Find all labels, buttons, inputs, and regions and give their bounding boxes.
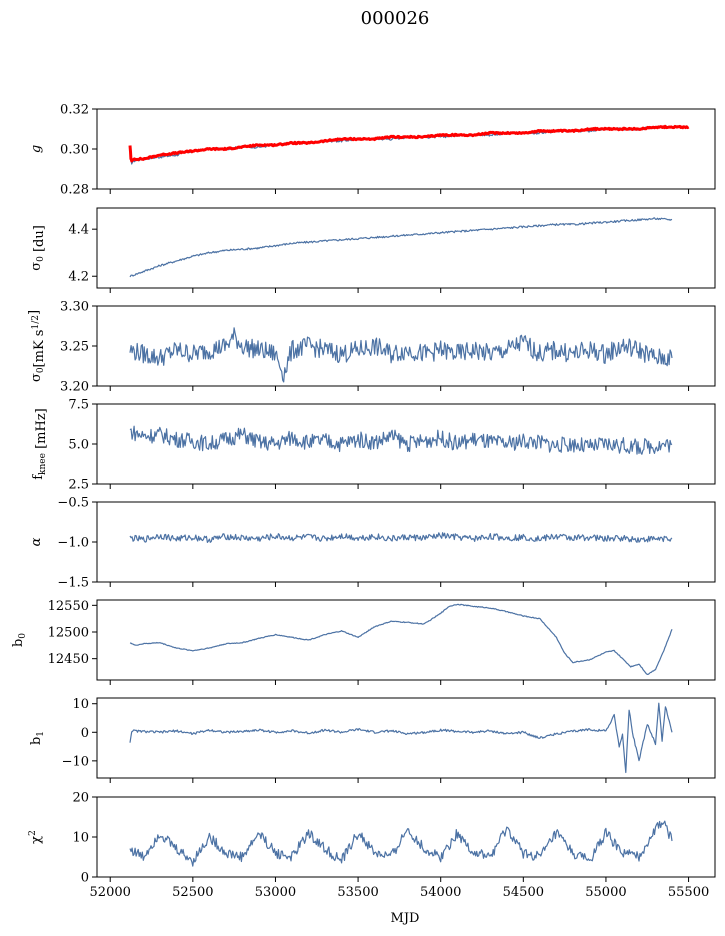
panel-5: −0.5 −1.0 −1.5 αα <box>29 496 716 591</box>
plot-frame <box>96 108 716 190</box>
y-axis-label: gg <box>29 145 44 153</box>
y-tick-label: 4.4 <box>68 223 89 238</box>
x-tick-label: 52500 <box>172 885 213 900</box>
y-tick-label: −10 <box>62 754 89 769</box>
plot-frame <box>96 501 716 583</box>
y-tick-label: −1.5 <box>57 576 89 591</box>
y-axis-label: fknee [mHz]fknee [mHz] <box>31 408 49 480</box>
y-tick-label: 20 <box>72 791 89 806</box>
x-tick-label: 52000 <box>90 885 131 900</box>
series-line-4-1 <box>129 425 673 455</box>
y-tick-label: 0.30 <box>60 143 89 158</box>
y-axis-label: σ0 [du]σ0 [du] <box>29 225 47 271</box>
y-axis-label: b1b1 <box>29 731 46 745</box>
y-tick-label: −1.0 <box>57 536 89 551</box>
y-tick-label: 10 <box>72 831 89 846</box>
x-axis-label: MJD <box>391 911 420 926</box>
panel-7: 10 0 −10 b1b1 <box>29 697 716 783</box>
y-tick-label: 5.0 <box>68 438 89 453</box>
y-tick-label: 12550 <box>48 599 89 614</box>
x-tick-label: 55500 <box>668 885 709 900</box>
plot-frame <box>96 599 716 681</box>
x-tick-label: 54500 <box>503 885 544 900</box>
panel-1: 0.32 0.30 0.28 gg <box>29 103 716 198</box>
series-line-7-1 <box>129 702 673 774</box>
y-tick-label: 3.25 <box>60 340 89 355</box>
plot-frame <box>96 697 716 779</box>
y-tick-label: 12500 <box>48 626 89 641</box>
series-line-1-1 <box>129 125 673 165</box>
y-axis-label: αα <box>29 537 44 546</box>
figure-title: 000026 <box>361 8 430 29</box>
y-tick-label: 0.32 <box>60 103 89 118</box>
y-tick-label: 3.20 <box>60 380 89 395</box>
y-axis-label: b0b0 <box>11 633 28 647</box>
y-tick-label: 4.2 <box>68 270 89 285</box>
y-tick-label: 3.30 <box>60 300 89 315</box>
series-line-6-1 <box>129 603 673 675</box>
x-tick-label: 53500 <box>337 885 378 900</box>
plot-frame <box>96 207 716 289</box>
plot-frame <box>96 796 716 878</box>
series-line-8-1 <box>129 820 673 867</box>
y-tick-label: 12450 <box>48 652 89 667</box>
series-line-5-1 <box>129 532 673 543</box>
panel-4: 7.5 5.0 2.5 fknee [mHz]fknee [mHz] <box>31 398 716 493</box>
y-tick-label: 0 <box>81 871 89 886</box>
y-tick-label: 7.5 <box>68 398 89 413</box>
y-tick-label: 2.5 <box>68 478 89 493</box>
y-tick-label: 0.28 <box>60 183 89 198</box>
y-axis-label: σ0[mK s1/2]σ0[mK s1/2] <box>27 310 47 382</box>
y-tick-label: 0 <box>81 726 89 741</box>
series-line-3-1 <box>129 327 673 383</box>
y-axis-label: χ2χ2 <box>28 830 44 844</box>
panel-2: 4.4 4.2 σ0 [du]σ0 [du] <box>29 207 716 293</box>
x-tick-label: 54000 <box>420 885 461 900</box>
panel-3: 3.30 3.25 3.20 σ0[mK s1/2]σ0[mK s1/2] <box>27 300 716 395</box>
y-tick-label: −0.5 <box>57 496 89 511</box>
series-line-1-2 <box>128 124 690 163</box>
panel-6: 12550 12500 12450 b0b0 <box>11 599 716 685</box>
series-line-2-1 <box>129 217 673 278</box>
y-tick-label: 10 <box>72 697 89 712</box>
x-tick-label: 55000 <box>585 885 626 900</box>
x-tick-label: 53000 <box>255 885 296 900</box>
